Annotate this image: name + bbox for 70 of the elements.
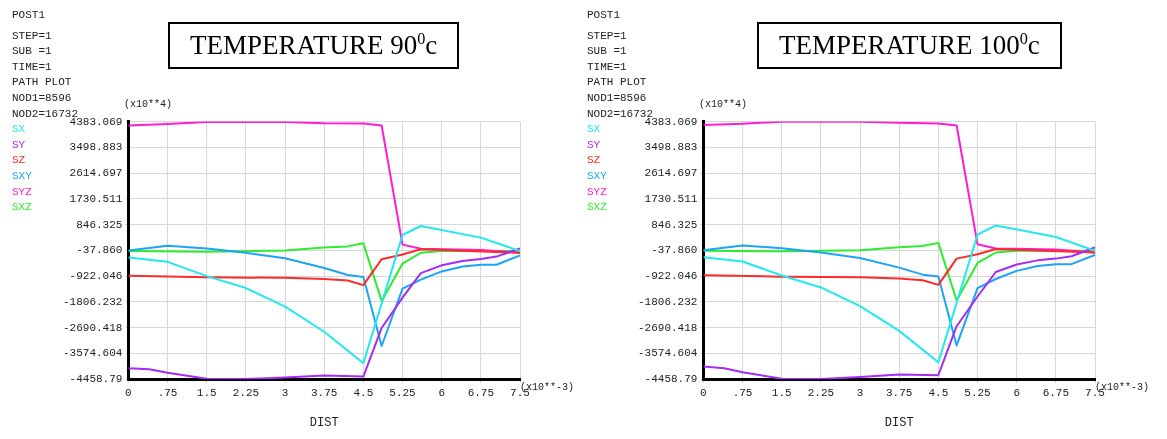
x-axis-title: DIST	[884, 415, 914, 430]
y-tick-label: -1806.232	[637, 295, 698, 308]
text: SZ	[587, 153, 602, 169]
y-tick-label: 3498.883	[69, 141, 123, 154]
y-tick-label: -37.860	[651, 244, 698, 257]
text: NOD1=8596	[12, 90, 73, 106]
x-tick-label: 1.5	[771, 386, 792, 399]
y-tick-label: 1730.511	[644, 192, 698, 205]
text: SX	[12, 123, 26, 136]
x-tick-label: 2.25	[232, 386, 260, 399]
y-tick-label: 846.325	[76, 218, 123, 231]
x-tick-label: 1.5	[196, 386, 217, 399]
text: TIME=1	[12, 59, 53, 75]
x-tick-label: .75	[157, 386, 178, 399]
x-tick-label: 6.75	[1042, 386, 1070, 399]
x-tick-label: 5.25	[964, 386, 991, 399]
text: SUB =1	[587, 44, 628, 60]
x-tick-label: .75	[732, 386, 753, 399]
text: SXY	[587, 169, 607, 182]
y-tick-label: -37.860	[76, 244, 123, 257]
y-axis-title: (x10**4)	[124, 99, 173, 110]
chart-title: TEMPERATURE 90$^{0}$c	[168, 22, 460, 69]
text: PATH PLOT	[12, 75, 73, 91]
chart-title: TEMPERATURE 100$^{0}$c	[757, 22, 1062, 69]
text: NOD1=8596	[587, 90, 648, 106]
text: SXZ	[12, 201, 32, 214]
text: SY	[587, 138, 601, 151]
text: SYZ	[587, 185, 607, 198]
x-tick-label: 5.25	[389, 386, 416, 399]
text: TIME=1	[587, 59, 628, 75]
y-tick-label: -3574.604	[62, 347, 123, 360]
y-tick-label: -2690.418	[62, 321, 123, 334]
x-tick-label: 3.75	[311, 386, 338, 399]
y-tick-label: 846.325	[651, 218, 698, 231]
text: SZ	[12, 153, 27, 169]
x-tick-label: 4.5	[353, 386, 374, 399]
y-tick-label: -2690.418	[637, 321, 698, 334]
y-tick-label: -922.046	[644, 270, 698, 283]
text: POST1	[12, 8, 46, 23]
x-tick-label: 2.25	[807, 386, 835, 399]
x-tick-label: 3.75	[886, 386, 913, 399]
x-tick-label: 3	[281, 386, 289, 399]
text: SY	[12, 138, 26, 151]
text: POST1	[587, 8, 621, 23]
x-axis-title: DIST	[309, 415, 339, 430]
text: SYZ	[12, 185, 32, 198]
x-tick-label: 0	[700, 386, 707, 399]
text: SUB =1	[12, 44, 53, 60]
x-tick-label: 6.75	[467, 386, 495, 399]
x-tick-label: 0	[125, 386, 132, 399]
y-tick-label: 2614.697	[69, 167, 123, 180]
y-axis-title: (x10**4)	[699, 99, 748, 110]
text: SXY	[12, 169, 32, 182]
x-tick-label: 6	[1013, 386, 1020, 399]
y-tick-label: -1806.232	[62, 295, 123, 308]
text: STEP=1	[12, 28, 53, 44]
text: STEP=1	[587, 28, 628, 44]
y-tick-label: -3574.604	[637, 347, 698, 360]
y-tick-label: -4458.79	[69, 373, 123, 386]
text: SX	[587, 123, 601, 136]
x-tick-label: 3	[856, 386, 864, 399]
text: SXZ	[587, 201, 607, 214]
x-tick-label: 4.5	[928, 386, 949, 399]
x-tick-label: 6	[438, 386, 445, 399]
y-tick-label: 2614.697	[644, 167, 698, 180]
text: PATH PLOT	[587, 75, 648, 91]
y-tick-label: -4458.79	[644, 373, 698, 386]
y-tick-label: 3498.883	[644, 141, 698, 154]
y-tick-label: -922.046	[69, 270, 123, 283]
y-tick-label: 1730.511	[69, 192, 123, 205]
